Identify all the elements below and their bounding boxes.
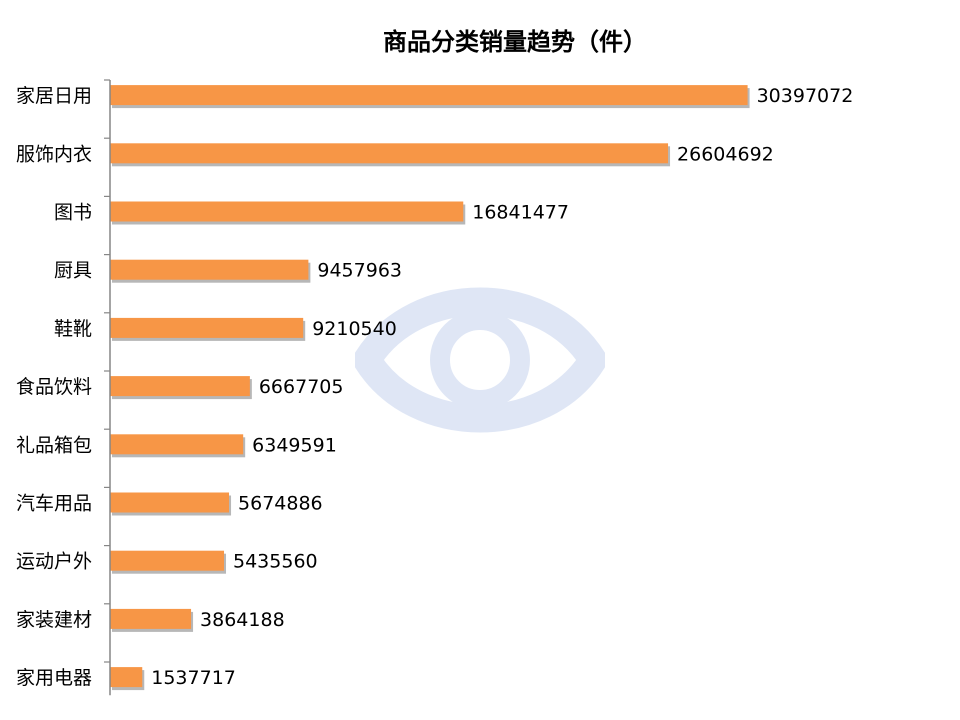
value-label: 26604692 xyxy=(677,143,774,165)
value-label: 6667705 xyxy=(259,376,344,398)
category-label: 家装建材 xyxy=(16,609,92,631)
bars xyxy=(110,85,748,688)
bar-11 xyxy=(110,667,143,688)
chart-title: 商品分类销量趋势（件） xyxy=(383,28,647,56)
value-label: 1537717 xyxy=(151,667,236,689)
bar-8 xyxy=(110,492,230,513)
bar-3 xyxy=(110,201,464,222)
value-label: 30397072 xyxy=(757,85,854,107)
eye-iris-icon xyxy=(430,310,530,410)
eye-watermark-icon xyxy=(355,287,605,433)
bar-10 xyxy=(110,608,192,629)
bar-5 xyxy=(110,317,304,338)
eye-outline-icon xyxy=(355,287,605,433)
category-label: 家用电器 xyxy=(16,667,92,689)
value-labels: 30397072 26604692 16841477 9457963 9210540 66… xyxy=(151,85,853,689)
category-label: 鞋靴 xyxy=(54,318,92,340)
bar-9 xyxy=(110,550,225,571)
value-label: 3864188 xyxy=(200,609,285,631)
value-label: 16841477 xyxy=(472,202,569,224)
category-label: 服饰内衣 xyxy=(16,143,92,165)
category-label: 家居日用 xyxy=(16,85,92,107)
bar-7 xyxy=(110,434,244,455)
value-label: 9210540 xyxy=(312,318,397,340)
bar-2 xyxy=(110,143,669,164)
category-label: 食品饮料 xyxy=(16,376,92,398)
category-label: 汽车用品 xyxy=(16,493,92,515)
value-label: 9457963 xyxy=(317,260,402,282)
y-axis-ticks xyxy=(104,79,110,663)
value-label: 6349591 xyxy=(252,434,337,456)
bar-1 xyxy=(110,85,748,106)
bar-6 xyxy=(110,376,250,397)
category-label: 礼品箱包 xyxy=(16,434,92,456)
category-label: 运动户外 xyxy=(16,551,92,573)
value-label: 5435560 xyxy=(233,551,318,573)
bar-4 xyxy=(110,259,309,280)
value-label: 5674886 xyxy=(238,493,323,515)
category-label: 图书 xyxy=(54,202,92,224)
category-label: 厨具 xyxy=(54,260,92,282)
